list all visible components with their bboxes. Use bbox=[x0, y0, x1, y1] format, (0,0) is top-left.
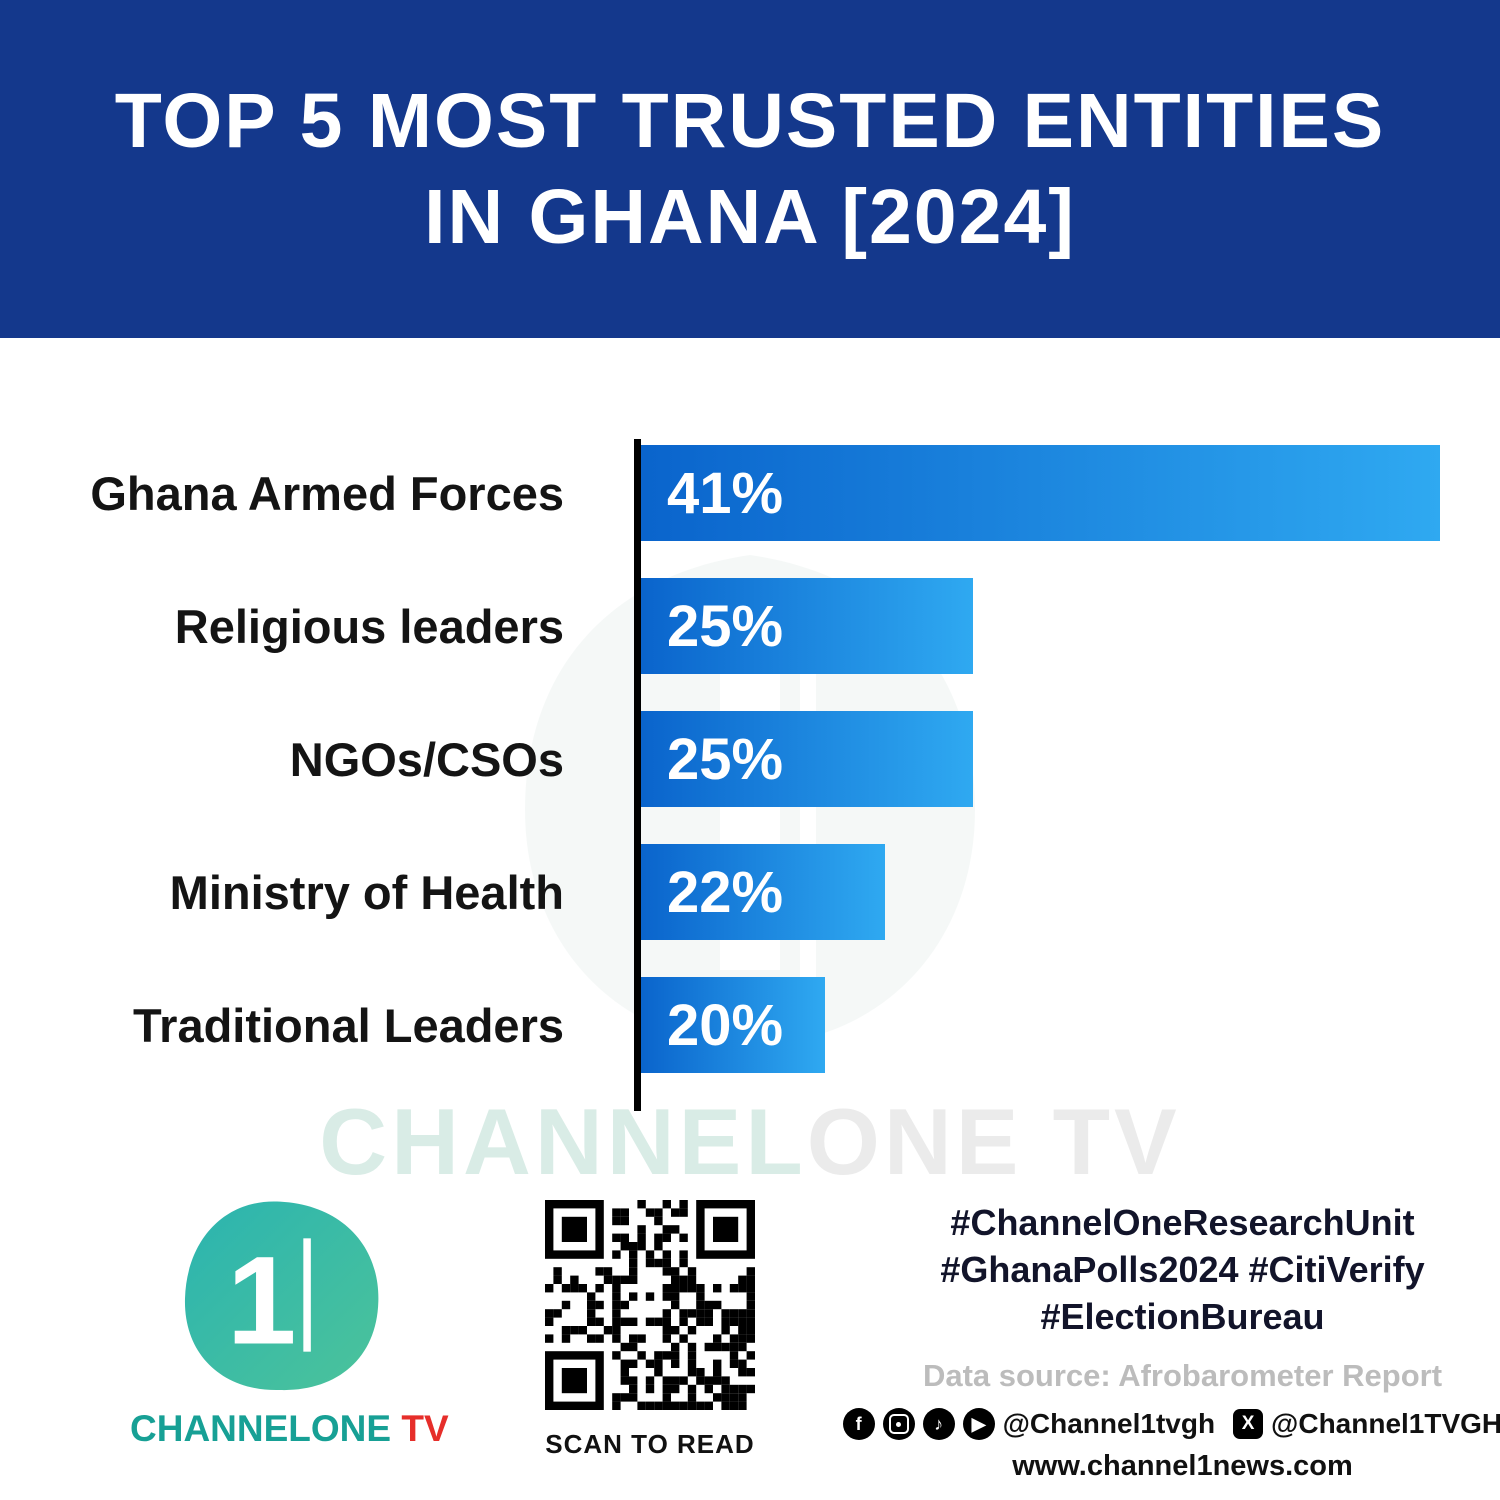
channel-one-watermark: CHANNELONE TV bbox=[0, 1088, 1500, 1196]
bar-value-1: 25% bbox=[667, 593, 784, 659]
social-handle-2: @Channel1TVGHA bbox=[1271, 1408, 1500, 1440]
page-title-line2: IN GHANA [2024] bbox=[424, 174, 1076, 260]
qr-caption: SCAN TO READ bbox=[545, 1429, 755, 1459]
bar-value-3: 22% bbox=[667, 859, 784, 925]
footer-info: #ChannelOneResearchUnit #GhanaPolls2024 … bbox=[842, 1200, 1500, 1483]
chart-axis bbox=[634, 439, 641, 1111]
bar-0: 41% bbox=[641, 445, 1440, 541]
bar-label-3: Ministry of Health bbox=[169, 865, 564, 919]
bar-value-4: 20% bbox=[667, 992, 784, 1058]
bar-label-0: Ghana Armed Forces bbox=[90, 466, 564, 520]
facebook-icon: f bbox=[842, 1408, 875, 1441]
watermark-part2: ONE TV bbox=[806, 1089, 1181, 1194]
svg-text:1: 1 bbox=[227, 1231, 297, 1370]
channel-one-logo-icon: 1 bbox=[184, 1201, 379, 1391]
social-handle-1: @Channel1tvgh bbox=[1002, 1408, 1216, 1440]
bar-row-0: Ghana Armed Forces 41% bbox=[0, 445, 1500, 541]
footer: 1 CHANNELONE TV SCAN TO READ #ChannelOne… bbox=[0, 1185, 1500, 1500]
bar-3: 22% bbox=[641, 844, 885, 940]
tiktok-icon: ♪ bbox=[922, 1408, 955, 1441]
x-twitter-icon: X bbox=[1233, 1409, 1264, 1440]
logo-text-tv: TV bbox=[391, 1408, 449, 1449]
bar-2: 25% bbox=[641, 711, 973, 807]
data-source-text: Data source: Afrobarometer Report bbox=[922, 1358, 1443, 1394]
bar-4: 20% bbox=[641, 977, 825, 1073]
bar-row-4: Traditional Leaders 20% bbox=[0, 977, 1500, 1073]
instagram-icon bbox=[882, 1408, 915, 1441]
header-banner: TOP 5 MOST TRUSTED ENTITIES IN GHANA [20… bbox=[0, 0, 1500, 338]
page-title-line1: TOP 5 MOST TRUSTED ENTITIES bbox=[114, 77, 1386, 164]
youtube-icon: ▶ bbox=[962, 1408, 995, 1441]
bar-chart: Ghana Armed Forces 41% Religious leaders… bbox=[0, 439, 1500, 1111]
bar-value-2: 25% bbox=[667, 726, 784, 792]
channel-one-logo: 1 CHANNELONE TV bbox=[130, 1195, 449, 1450]
hashtag-line-2: #GhanaPolls2024 #CitiVerify bbox=[940, 1248, 1425, 1290]
bar-1: 25% bbox=[641, 578, 973, 674]
bar-label-2: NGOs/CSOs bbox=[289, 732, 564, 786]
channel-one-logo-text: CHANNELONE TV bbox=[130, 1408, 449, 1450]
bar-row-1: Religious leaders 25% bbox=[0, 578, 1500, 674]
qr-code bbox=[545, 1200, 755, 1410]
bar-row-2: NGOs/CSOs 25% bbox=[0, 711, 1500, 807]
website-url: www.channel1news.com bbox=[1012, 1450, 1353, 1483]
social-row: f ♪ ▶ @Channel1tvgh X @Channel1TVGHA bbox=[842, 1408, 1500, 1441]
hashtag-line-3: #ElectionBureau bbox=[1040, 1295, 1325, 1337]
bar-label-1: Religious leaders bbox=[174, 599, 564, 653]
watermark-part1: CHANNEL bbox=[319, 1089, 807, 1194]
bar-value-0: 41% bbox=[667, 460, 784, 526]
qr-block: SCAN TO READ bbox=[543, 1200, 757, 1460]
bar-row-3: Ministry of Health 22% bbox=[0, 844, 1500, 940]
hashtag-line-1: #ChannelOneResearchUnit bbox=[950, 1202, 1415, 1243]
logo-text-main: CHANNELONE bbox=[130, 1408, 392, 1449]
bar-label-4: Traditional Leaders bbox=[133, 998, 564, 1052]
